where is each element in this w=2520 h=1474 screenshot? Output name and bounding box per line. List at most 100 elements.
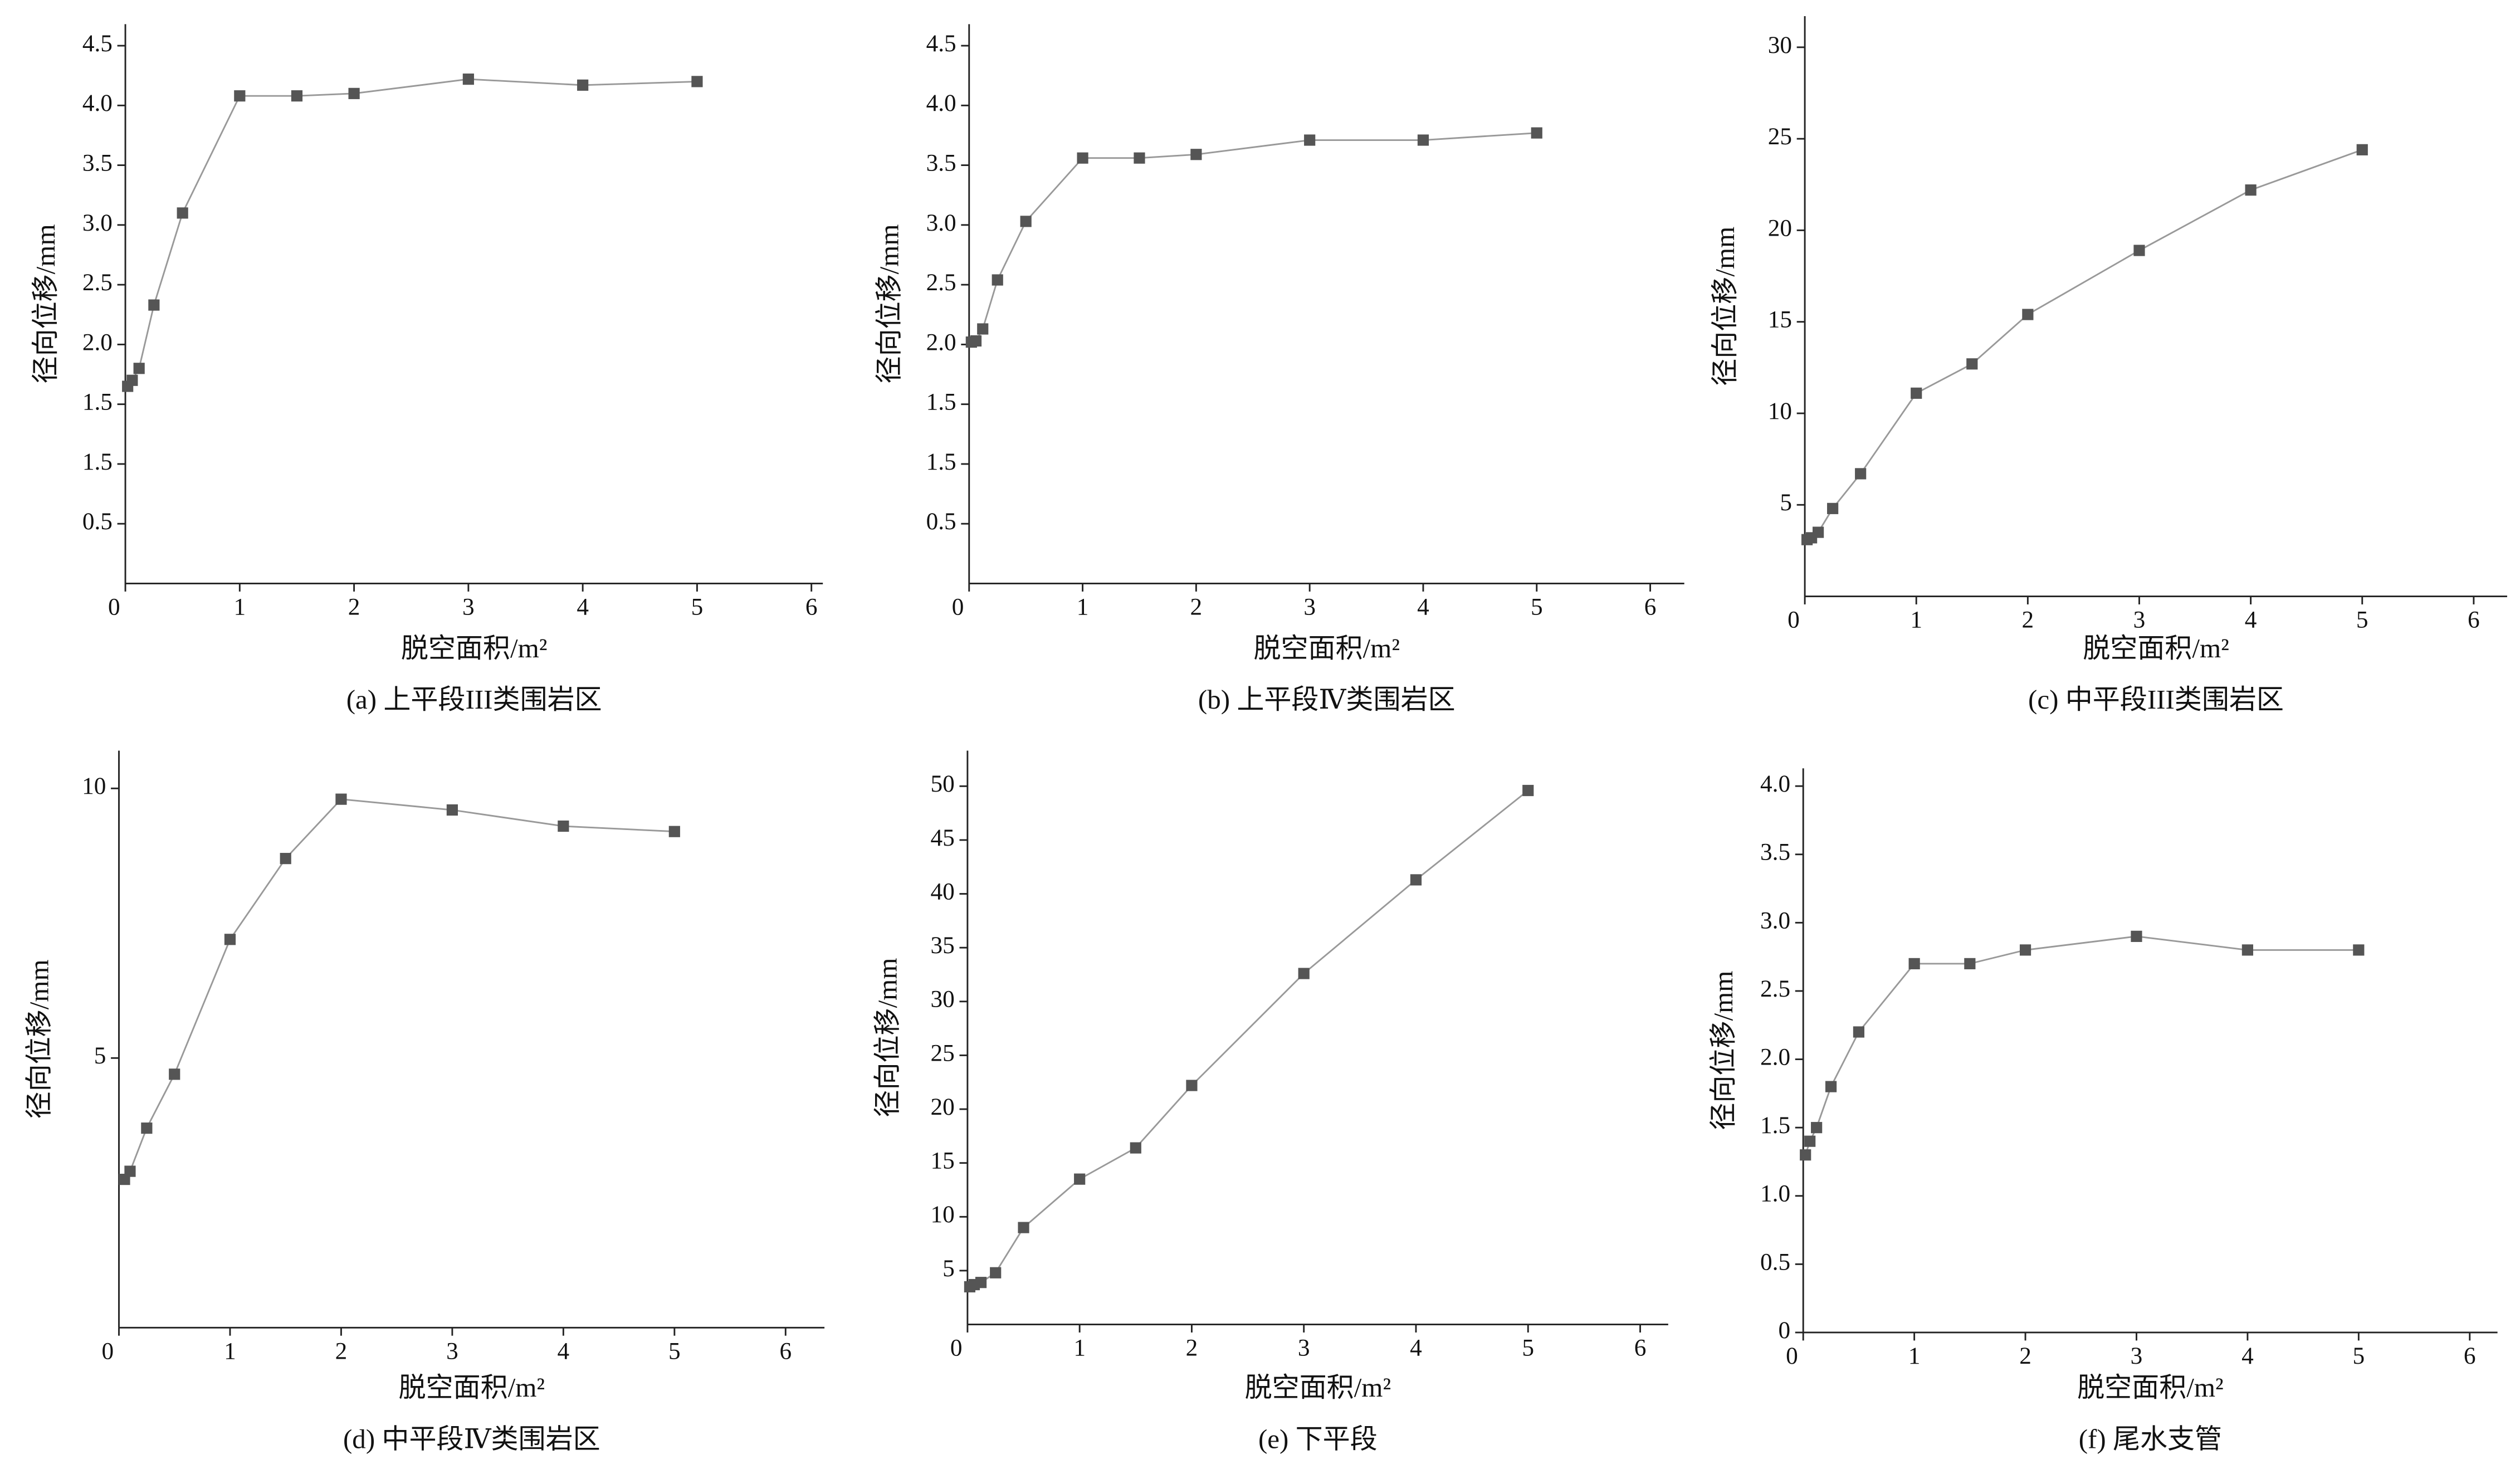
x-tick-label: 1 bbox=[224, 1338, 236, 1364]
x-tick-label: 6 bbox=[1644, 594, 1657, 621]
caption: (f) 尾水支管 bbox=[2079, 1423, 2222, 1454]
marker bbox=[169, 1068, 180, 1080]
marker bbox=[2241, 944, 2253, 956]
marker bbox=[970, 335, 982, 347]
marker bbox=[2245, 184, 2257, 196]
series-line bbox=[969, 789, 1529, 1288]
y-tick-label: 1.5 bbox=[926, 448, 956, 475]
x-tick-label: 0 bbox=[108, 594, 120, 621]
y-tick-label: 15 bbox=[931, 1148, 955, 1174]
marker bbox=[1853, 1026, 1865, 1038]
x-tick-label: 0 bbox=[101, 1338, 114, 1364]
series-line bbox=[127, 78, 697, 387]
y-tick-label: 1.5 bbox=[82, 448, 113, 475]
marker bbox=[992, 274, 1003, 286]
series-line bbox=[1806, 149, 2363, 541]
y-tick-label: 1.0 bbox=[1760, 1180, 1790, 1207]
y-tick-label: 50 bbox=[931, 770, 955, 797]
y-axis-label: 径向位移/mm bbox=[1708, 971, 1738, 1130]
marker bbox=[1966, 358, 1978, 370]
x-tick-label: 4 bbox=[1417, 594, 1429, 621]
y-tick-label: 0.5 bbox=[926, 508, 956, 535]
x-tick-label: 5 bbox=[668, 1338, 681, 1364]
y-tick-label: 30 bbox=[1768, 32, 1792, 58]
x-tick-label: 6 bbox=[805, 594, 818, 621]
y-tick-label: 5 bbox=[942, 1255, 955, 1282]
x-tick-label: 5 bbox=[691, 594, 704, 621]
x-tick-label: 5 bbox=[1531, 594, 1543, 621]
marker bbox=[1811, 1122, 1823, 1134]
marker bbox=[1410, 874, 1422, 886]
caption: (b) 上平段Ⅳ类围岩区 bbox=[1198, 684, 1456, 715]
x-tick-label: 2 bbox=[2022, 607, 2034, 633]
x-axis-label: 脱空面积/m² bbox=[1253, 633, 1400, 663]
marker bbox=[1804, 1135, 1816, 1147]
x-tick-label: 3 bbox=[2131, 1343, 2143, 1369]
x-tick-label: 2 bbox=[335, 1338, 348, 1364]
y-tick-label: 20 bbox=[931, 1094, 955, 1120]
series-line bbox=[1804, 935, 2359, 1155]
x-tick-label: 5 bbox=[2353, 1343, 2365, 1369]
y-tick-label: 2.0 bbox=[926, 329, 956, 355]
marker bbox=[126, 374, 138, 386]
marker bbox=[348, 87, 360, 99]
x-tick-label: 6 bbox=[1634, 1335, 1647, 1361]
x-tick-label: 6 bbox=[2468, 607, 2480, 633]
marker bbox=[1813, 526, 1824, 538]
marker bbox=[124, 1165, 136, 1177]
marker bbox=[1522, 784, 1534, 797]
y-axis-label: 径向位移/mm bbox=[1710, 227, 1740, 386]
y-tick-label: 1.5 bbox=[926, 389, 956, 416]
x-tick-label: 2 bbox=[1190, 594, 1203, 621]
y-tick-label: 25 bbox=[931, 1039, 955, 1066]
marker bbox=[2133, 245, 2145, 256]
x-tick-label: 1 bbox=[234, 594, 246, 621]
x-tick-label: 1 bbox=[1910, 607, 1922, 633]
x-tick-label: 6 bbox=[2464, 1343, 2476, 1369]
marker bbox=[335, 793, 347, 805]
marker bbox=[977, 323, 989, 335]
marker bbox=[1186, 1080, 1198, 1091]
y-axis-label: 径向位移/mm bbox=[23, 959, 54, 1119]
marker bbox=[1190, 149, 1202, 160]
y-tick-label: 0 bbox=[1778, 1317, 1790, 1344]
y-tick-label: 3.5 bbox=[1760, 839, 1790, 866]
y-tick-label: 15 bbox=[1768, 306, 1792, 333]
x-tick-label: 5 bbox=[2356, 607, 2368, 633]
y-tick-label: 5 bbox=[1780, 489, 1792, 516]
x-tick-label: 3 bbox=[1303, 594, 1316, 621]
marker bbox=[1911, 387, 1922, 399]
marker bbox=[558, 820, 569, 832]
marker bbox=[1130, 1142, 1141, 1154]
x-tick-label: 0 bbox=[1786, 1343, 1798, 1369]
marker bbox=[1964, 958, 1976, 970]
y-tick-label: 35 bbox=[931, 932, 955, 959]
x-tick-label: 4 bbox=[2241, 1343, 2254, 1369]
y-tick-label: 20 bbox=[1768, 214, 1792, 241]
marker bbox=[2353, 944, 2365, 956]
x-tick-label: 3 bbox=[462, 594, 475, 621]
marker bbox=[234, 90, 246, 102]
marker bbox=[1908, 958, 1920, 970]
caption: (c) 中平段III类围岩区 bbox=[2028, 684, 2284, 715]
y-tick-label: 3.0 bbox=[1760, 907, 1790, 934]
y-tick-label: 0.5 bbox=[1760, 1248, 1790, 1275]
y-tick-label: 25 bbox=[1768, 123, 1792, 150]
x-tick-label: 2 bbox=[2019, 1343, 2031, 1369]
y-tick-label: 1.5 bbox=[82, 389, 113, 416]
marker bbox=[2022, 309, 2034, 320]
marker bbox=[1298, 968, 1310, 979]
marker bbox=[133, 363, 145, 374]
x-tick-label: 0 bbox=[1788, 607, 1800, 633]
marker bbox=[1304, 134, 1316, 146]
marker bbox=[2356, 144, 2368, 155]
y-tick-label: 10 bbox=[931, 1201, 955, 1228]
y-tick-label: 0.5 bbox=[82, 508, 113, 535]
x-axis-label: 脱空面积/m² bbox=[401, 633, 548, 663]
marker bbox=[668, 826, 680, 837]
y-tick-label: 4.0 bbox=[1760, 770, 1790, 797]
marker bbox=[1855, 468, 1867, 480]
y-tick-label: 4.5 bbox=[926, 30, 956, 57]
